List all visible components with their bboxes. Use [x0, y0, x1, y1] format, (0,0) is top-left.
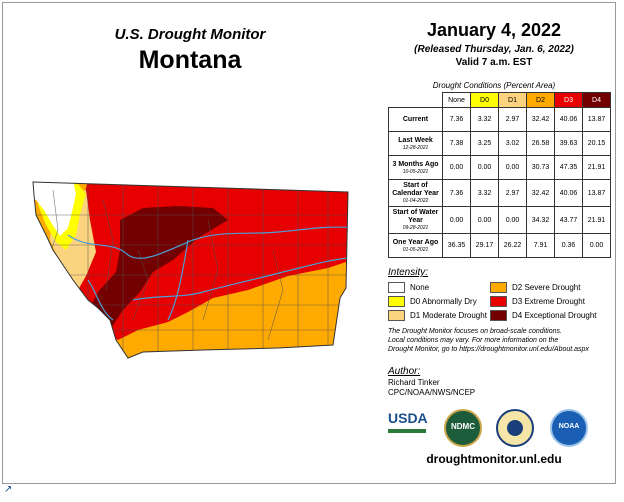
released-date: (Released Thursday, Jan. 6, 2022): [414, 44, 574, 55]
usda-logo: USDA: [388, 410, 428, 440]
noaa-logo: NOAA: [550, 409, 588, 447]
map-date: January 4, 2022: [426, 20, 562, 40]
table-cell: 21.91: [582, 155, 611, 180]
row-label: Last Week 12-28-2021: [388, 131, 443, 156]
table-cell: 3.02: [498, 131, 527, 156]
legend-swatch: [490, 296, 507, 308]
legend-item: D1 Moderate Drought: [388, 310, 487, 322]
column-none: None: [442, 92, 471, 108]
table-cell: 2.97: [498, 107, 527, 132]
drought-monitor-note: The Drought Monitor focuses on broad-sca…: [388, 327, 603, 354]
table-cell: 32.42: [526, 107, 555, 132]
doc-seal-logo: [496, 409, 534, 447]
legend-item: D0 Abnormally Dry: [388, 296, 477, 308]
table-cell: 3.32: [470, 179, 499, 207]
note-line-2: Local conditions may vary. For more info…: [388, 337, 559, 344]
legend-item: D2 Severe Drought: [490, 282, 580, 294]
legend-swatch: [490, 310, 507, 322]
table-cell: 34.32: [526, 206, 555, 234]
table-cell: 40.06: [554, 107, 583, 132]
table-cell: 32.42: [526, 179, 555, 207]
area-none: [33, 182, 76, 236]
table-cell: 0.00: [582, 233, 611, 258]
table-cell: 40.06: [554, 179, 583, 207]
table-cell: 43.77: [554, 206, 583, 234]
table-cell: 21.91: [582, 206, 611, 234]
site-url: droughtmonitor.unl.edu: [426, 452, 562, 466]
table-row: Current 7.36 3.32 2.97 32.42 40.06 13.87: [388, 107, 611, 132]
table-cell: 26.58: [526, 131, 555, 156]
table-row: Start of Calendar Year 01-04-2022 7.36 3.32…: [388, 179, 611, 207]
legend-heading: Intensity:: [388, 267, 429, 278]
table-cell: 7.38: [442, 131, 471, 156]
table-row: Last Week 12-28-2021 7.38 3.25 3.02 26.58 39.6…: [388, 131, 611, 156]
ndmc-logo: NDMC: [444, 409, 482, 447]
table-cell: 7.91: [526, 233, 555, 258]
table-cell: 0.00: [442, 206, 471, 234]
table-row: One Year Ago 01-05-2021 36.35 29.17 26.22 7.9…: [388, 233, 611, 258]
row-label: Current: [388, 107, 443, 132]
area-d4: [86, 206, 228, 330]
table-cell: 0.00: [470, 155, 499, 180]
table-header-row: None D0 D1 D2 D3 D4: [388, 92, 611, 108]
table-cell: 0.00: [498, 155, 527, 180]
valid-time: Valid 7 a.m. EST: [455, 57, 533, 68]
table-cell: 30.73: [526, 155, 555, 180]
row-label: Start of Water Year 09-28-2021: [388, 206, 443, 234]
drought-conditions-table: None D0 D1 D2 D3 D4 Current 7.36 3.32 2.97 3…: [388, 92, 611, 258]
title-state: Montana: [138, 46, 242, 74]
legend-item: None: [388, 282, 429, 294]
author-block: Richard Tinker CPC/NOAA/NWS/NCEP: [388, 378, 475, 398]
legend-swatch: [388, 310, 405, 322]
legend-item: D3 Extreme Drought: [490, 296, 585, 308]
column-d3: D3: [554, 92, 583, 108]
row-label: 3 Months Ago 10-05-2021: [388, 155, 443, 180]
title-small: U.S. Drought Monitor: [114, 26, 266, 43]
table-cell: 13.87: [582, 179, 611, 207]
table-caption: Drought Conditions (Percent Area): [432, 81, 556, 90]
note-line-3: Drought Monitor, go to https://droughtmo…: [388, 346, 589, 353]
legend-item: D4 Exceptional Drought: [490, 310, 597, 322]
legend-swatch: [490, 282, 507, 294]
table-row: Start of Water Year 09-28-2021 0.00 0.00 0.0…: [388, 206, 611, 234]
rivers: [67, 226, 348, 321]
table-corner: [388, 92, 443, 108]
author-org: CPC/NOAA/NWS/NCEP: [388, 388, 476, 397]
usda-logo-text: USDA: [388, 410, 428, 426]
table-cell: 47.35: [554, 155, 583, 180]
table-cell: 7.36: [442, 179, 471, 207]
author-name: Richard Tinker: [388, 378, 440, 387]
table-cell: 0.00: [470, 206, 499, 234]
table-cell: 7.36: [442, 107, 471, 132]
column-d1: D1: [498, 92, 527, 108]
row-label: Start of Calendar Year 01-04-2022: [388, 179, 443, 207]
table-cell: 36.35: [442, 233, 471, 258]
note-line-1: The Drought Monitor focuses on broad-sca…: [388, 328, 562, 335]
table-cell: 3.25: [470, 131, 499, 156]
drought-map: [32, 181, 349, 359]
table-cell: 0.00: [498, 206, 527, 234]
state-outline: [32, 181, 349, 359]
table-cell: 26.22: [498, 233, 527, 258]
legend-swatch: [388, 282, 405, 294]
table-cell: 13.87: [582, 107, 611, 132]
external-link-icon[interactable]: ↗: [4, 484, 13, 495]
column-d2: D2: [526, 92, 555, 108]
table-cell: 0.36: [554, 233, 583, 258]
legend-swatch: [388, 296, 405, 308]
table-row: 3 Months Ago 10-05-2021 0.00 0.00 0.00 30.73 4…: [388, 155, 611, 180]
column-d4: D4: [582, 92, 611, 108]
table-cell: 3.32: [470, 107, 499, 132]
column-d0: D0: [470, 92, 499, 108]
table-cell: 39.63: [554, 131, 583, 156]
table-cell: 0.00: [442, 155, 471, 180]
row-label: One Year Ago 01-05-2021: [388, 233, 443, 258]
author-heading: Author:: [388, 366, 421, 377]
table-cell: 20.15: [582, 131, 611, 156]
table-cell: 2.97: [498, 179, 527, 207]
table-cell: 29.17: [470, 233, 499, 258]
